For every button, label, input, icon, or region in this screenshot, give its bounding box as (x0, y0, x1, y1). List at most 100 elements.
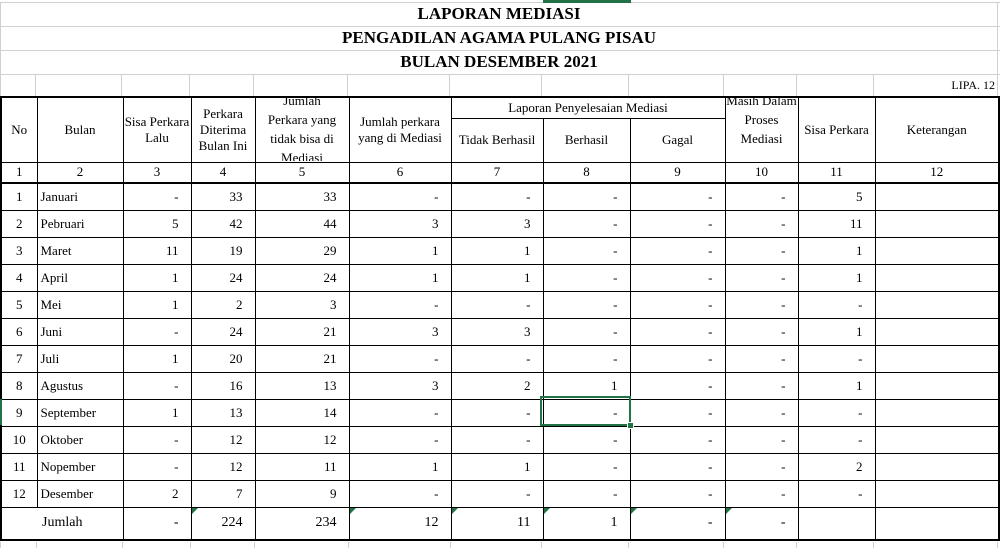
header-gagal[interactable]: Gagal (629, 117, 726, 163)
cell-value[interactable] (874, 425, 1000, 454)
column-number-cell[interactable]: 9 (629, 161, 726, 184)
cell-value[interactable]: - (724, 236, 799, 265)
cell-value[interactable] (874, 182, 1000, 211)
cell-value[interactable]: - (348, 425, 452, 454)
cell-value[interactable]: 1 (797, 317, 876, 346)
cell-value[interactable] (874, 290, 1000, 319)
cell-value[interactable]: 1 (797, 236, 876, 265)
cell-value[interactable]: 11 (254, 452, 350, 481)
cell-value[interactable]: 11 (122, 236, 192, 265)
cell-value[interactable]: - (724, 209, 799, 238)
cell-month[interactable]: Agustus (36, 371, 124, 400)
cell-month[interactable]: Juni (36, 317, 124, 346)
cell-value[interactable]: - (348, 182, 452, 211)
column-number-cell[interactable]: 10 (724, 161, 799, 184)
cell-value[interactable]: - (724, 263, 799, 292)
cell-value[interactable]: - (542, 479, 631, 508)
cell-value[interactable]: - (724, 398, 799, 427)
cell-value[interactable]: - (629, 398, 726, 427)
cell-value[interactable]: 5 (122, 209, 192, 238)
header-no[interactable]: No (0, 96, 38, 163)
cell-value[interactable]: 16 (190, 371, 256, 400)
cell-value[interactable]: 1 (348, 452, 452, 481)
total-value[interactable]: - (629, 506, 726, 541)
cell-month[interactable]: Maret (36, 236, 124, 265)
sheet-cell[interactable] (724, 542, 798, 548)
cell-row-number[interactable]: 11 (0, 452, 38, 481)
cell-value[interactable] (874, 263, 1000, 292)
sheet-cell[interactable] (37, 542, 123, 548)
cell-value[interactable]: - (797, 479, 876, 508)
column-number-cell[interactable]: 11 (797, 161, 876, 184)
header-tidak-bisa[interactable]: Jumlah Perkara yang tidak bisa di Medias… (254, 96, 350, 163)
sheet-cell[interactable] (450, 74, 542, 96)
sheet-cell[interactable] (123, 542, 191, 548)
cell-value[interactable]: - (629, 479, 726, 508)
cell-value[interactable]: - (629, 182, 726, 211)
cell-value[interactable]: - (348, 344, 452, 373)
sheet-cell[interactable] (190, 74, 254, 96)
column-number-cell[interactable]: 1 (0, 161, 38, 184)
cell-month[interactable]: April (36, 263, 124, 292)
cell-value[interactable] (874, 479, 1000, 508)
cell-value[interactable]: 3 (254, 290, 350, 319)
total-value[interactable]: 234 (254, 506, 350, 541)
cell-value[interactable]: 3 (450, 317, 544, 346)
cell-value[interactable]: 24 (190, 263, 256, 292)
column-number-cell[interactable]: 2 (36, 161, 124, 184)
cell-value[interactable]: - (797, 290, 876, 319)
fill-handle[interactable] (627, 422, 634, 429)
sheet-cell[interactable] (797, 542, 875, 548)
sheet-cell[interactable] (797, 74, 874, 96)
header-keterangan[interactable]: Keterangan (874, 96, 1000, 163)
cell-value[interactable]: - (629, 452, 726, 481)
column-number-cell[interactable]: 7 (450, 161, 544, 184)
cell-value[interactable]: - (122, 182, 192, 211)
cell-value[interactable]: - (542, 398, 631, 427)
header-dimediasi[interactable]: Jumlah perkara yang di Mediasi (348, 96, 452, 163)
cell-value[interactable]: - (724, 425, 799, 454)
sheet-cell[interactable] (1, 542, 37, 548)
cell-value[interactable]: - (542, 236, 631, 265)
cell-value[interactable]: - (450, 344, 544, 373)
cell-value[interactable]: - (629, 263, 726, 292)
report-period[interactable]: BULAN DESEMBER 2021 (400, 52, 598, 71)
total-value[interactable]: 11 (450, 506, 544, 541)
cell-value[interactable]: 33 (190, 182, 256, 211)
cell-value[interactable]: 24 (254, 263, 350, 292)
cell-value[interactable]: 2 (797, 452, 876, 481)
cell-value[interactable]: - (629, 209, 726, 238)
cell-month[interactable]: Januari (36, 182, 124, 211)
sheet-cell[interactable] (254, 74, 348, 96)
cell-value[interactable]: 1 (122, 290, 192, 319)
cell-value[interactable]: 1 (450, 236, 544, 265)
cell-value[interactable]: - (122, 452, 192, 481)
cell-value[interactable]: - (542, 317, 631, 346)
cell-value[interactable]: - (542, 452, 631, 481)
cell-value[interactable]: 3 (348, 209, 452, 238)
cell-month[interactable]: Juli (36, 344, 124, 373)
header-proses[interactable]: Masih Dalam Proses Mediasi (724, 96, 799, 163)
header-sisa-perkara[interactable]: Sisa Perkara (797, 96, 876, 163)
sheet-cell[interactable] (36, 74, 122, 96)
cell-value[interactable]: - (797, 398, 876, 427)
total-value[interactable] (797, 506, 876, 541)
cell-value[interactable]: - (122, 317, 192, 346)
cell-value[interactable]: 5 (797, 182, 876, 211)
sheet-cell[interactable] (348, 74, 450, 96)
column-number-cell[interactable]: 5 (254, 161, 350, 184)
cell-value[interactable]: - (348, 290, 452, 319)
cell-value[interactable]: 3 (450, 209, 544, 238)
total-value[interactable]: 1 (542, 506, 631, 541)
total-value[interactable]: 224 (190, 506, 256, 541)
cell-row-number[interactable]: 6 (0, 317, 38, 346)
cell-value[interactable]: - (629, 344, 726, 373)
cell-value[interactable] (874, 371, 1000, 400)
cell-row-number[interactable]: 5 (0, 290, 38, 319)
cell-value[interactable]: - (724, 344, 799, 373)
cell-value[interactable]: 1 (122, 398, 192, 427)
header-berhasil[interactable]: Berhasil (542, 117, 631, 163)
cell-value[interactable]: - (629, 317, 726, 346)
selected-cell-outline[interactable] (540, 396, 634, 429)
cell-value[interactable]: - (450, 182, 544, 211)
